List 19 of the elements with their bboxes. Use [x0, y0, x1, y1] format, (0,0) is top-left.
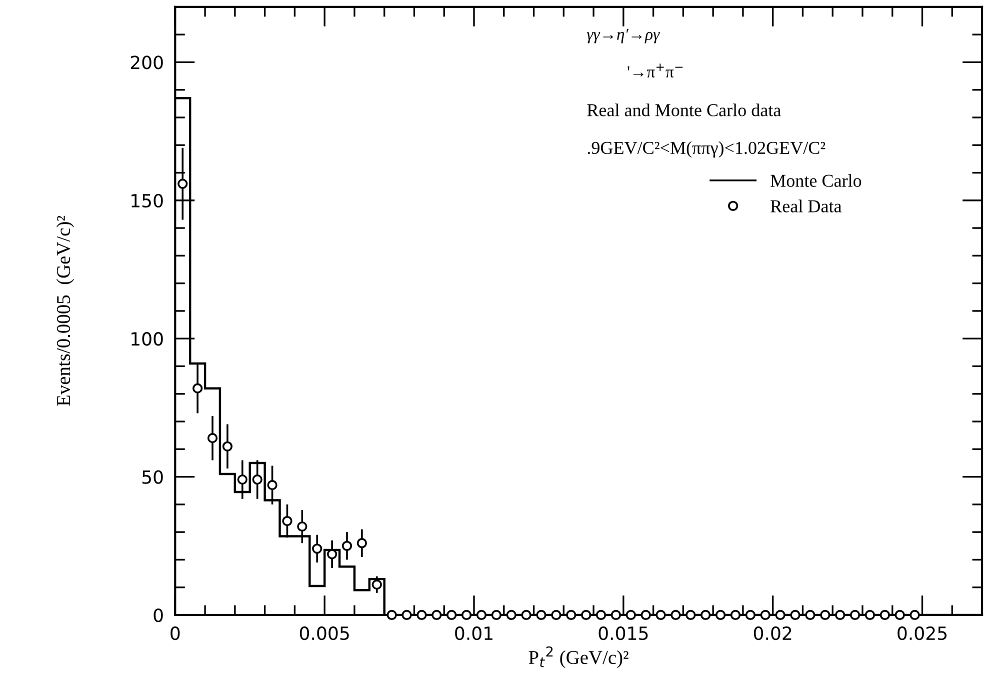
x-tick-label: 0.02: [754, 626, 792, 640]
x-tick-label: 0: [170, 626, 180, 640]
x-axis-title: P$_{t}$$^{2}$ (GeV/c)²: [528, 646, 628, 668]
legend-label: Monte Carlo: [770, 174, 862, 187]
y-tick-label: 150: [132, 194, 163, 208]
legend-label: Real Data: [770, 200, 842, 212]
x-tick-label: 0.01: [455, 626, 492, 640]
y-tick-label: 0: [154, 608, 163, 622]
x-tick-label: 0.005: [300, 626, 349, 640]
y-tick-label: 200: [130, 56, 163, 70]
x-tick-label: 0.015: [598, 626, 648, 640]
y-tick-label: 50: [142, 470, 163, 484]
x-tick-label: 0.025: [898, 626, 947, 640]
annotation: Real and Monte Carlo data: [587, 104, 781, 116]
annotation: γγ→η′→ργ: [586, 28, 660, 44]
annotation: .9GEV/C²<M(ππγ)<1.02GEV/C²: [588, 141, 826, 158]
annotation: '→π$^{+}$π$^{−}$: [628, 64, 683, 78]
y-tick-label: 100: [132, 332, 163, 346]
y-axis-title: Events/0.0005 (GeV/c)²: [56, 216, 74, 406]
